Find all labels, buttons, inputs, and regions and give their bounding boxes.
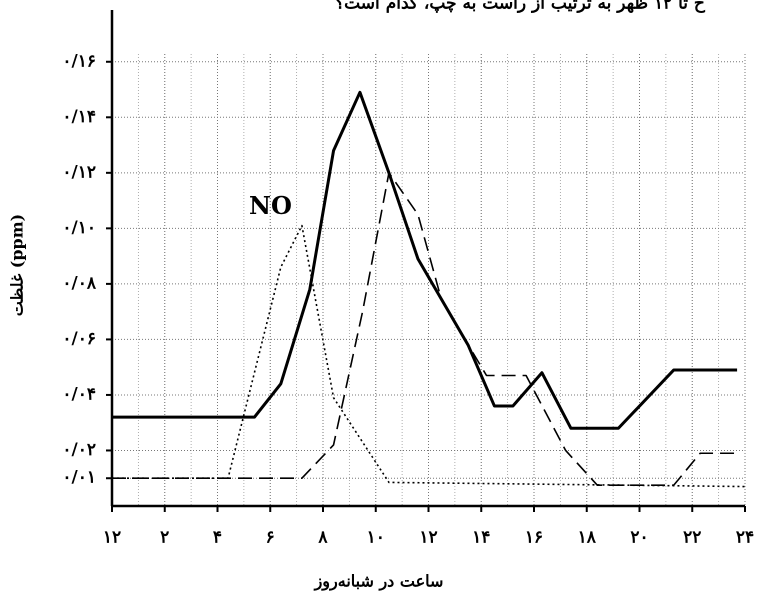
series-line: [112, 224, 746, 488]
x-tick-label: ۱۰: [367, 528, 385, 548]
chart-title: ح تا ۱۲ ظهر به ترتیب از راست به چپ، کدام…: [335, 0, 706, 14]
x-tick-label: ۱۲: [103, 528, 121, 548]
y-tick-label: ۰/۰۶: [62, 329, 96, 349]
y-tick-label: ۰/۱۰: [62, 218, 96, 238]
x-tick-label: ۶: [266, 528, 275, 548]
x-axis-label: ساعت در شبانه‌روز: [314, 572, 444, 592]
y-tick-label: ۰/۰۴: [62, 384, 96, 404]
series-line: [112, 172, 738, 486]
x-tick-label: ۸: [317, 528, 328, 548]
x-tick-label: ۲: [160, 528, 169, 548]
x-tick-label: ۱۲: [419, 528, 437, 548]
x-tick-label: ۱۶: [525, 528, 543, 548]
y-tick-label: ۰/۰۱: [62, 468, 96, 488]
x-tick-label: ۴: [213, 528, 222, 548]
y-axis-label: غلظت (ppm): [8, 214, 27, 317]
y-tick-label: ۰/۱۴: [62, 107, 96, 127]
series-label: NO: [249, 191, 292, 220]
y-tick-label: ۰/۰۲: [62, 440, 96, 460]
x-tick-label: ۱۴: [472, 528, 490, 548]
y-tick-label: ۰/۰۸: [62, 273, 96, 293]
x-tick-label: ۱۸: [578, 528, 597, 548]
y-tick-label: ۰/۱۶: [62, 51, 96, 71]
y-tick-label: ۰/۱۲: [62, 162, 96, 182]
x-tick-label: ۲۴: [736, 528, 754, 548]
x-tick-label: ۲۰: [630, 528, 648, 548]
x-tick-label: ۲۲: [683, 528, 701, 548]
series-line: [112, 90, 738, 430]
